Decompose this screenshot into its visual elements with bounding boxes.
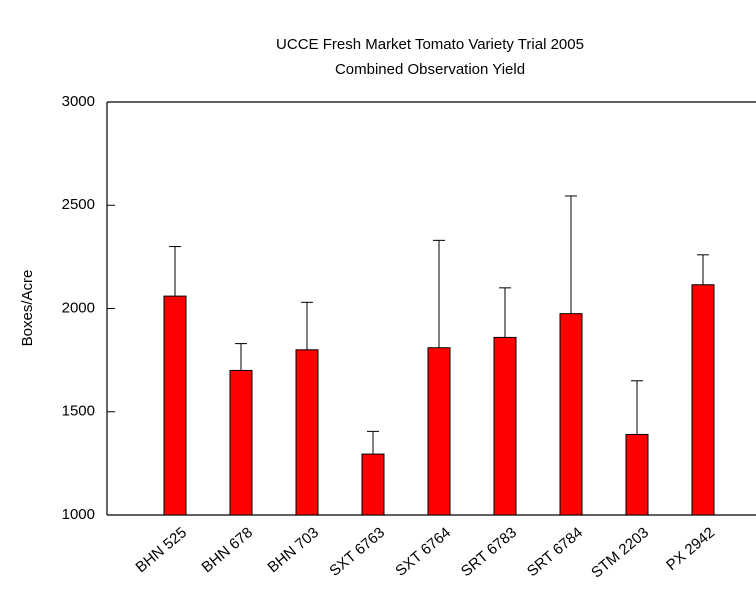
x-tick-label: PX 2942 [663,524,718,574]
y-tick-label: 1000 [62,506,95,523]
bar [163,295,187,516]
x-tick-label: BHN 678 [199,524,257,576]
bar [361,453,385,516]
bar [493,336,517,516]
x-tick-label: SRT 6784 [524,524,586,580]
x-tick-label: SXT 6764 [392,524,454,580]
y-tick-label: 3000 [62,93,95,110]
x-tick-label: STM 2203 [588,524,652,582]
y-tick-label: 2500 [62,196,95,213]
y-axis-label: Boxes/Acre [19,270,36,347]
bar [295,349,319,516]
bar [559,313,583,516]
chart-title: UCCE Fresh Market Tomato Variety Trial 2… [276,36,584,53]
x-tick-label: BHN 703 [265,524,323,576]
chart-subtitle: Combined Observation Yield [335,61,525,78]
bar [427,347,451,516]
bar [625,433,649,516]
bar [229,369,253,516]
bar [691,284,715,516]
x-tick-label: SXT 6763 [326,524,388,580]
x-tick-label: BHN 525 [133,524,191,576]
y-tick-label: 2000 [62,299,95,316]
y-tick-label: 1500 [62,403,95,420]
x-tick-label: SRT 6783 [458,524,520,580]
